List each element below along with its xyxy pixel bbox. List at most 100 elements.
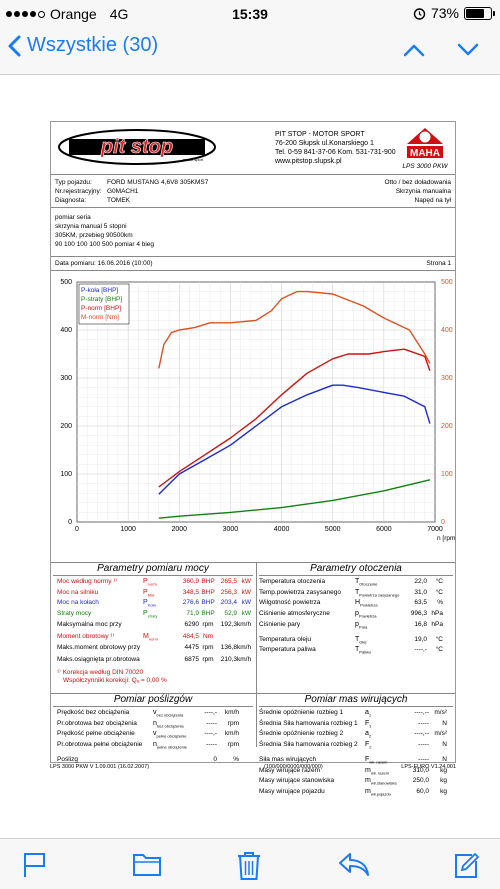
- slip-unit: rpm: [227, 719, 239, 727]
- navigation-bar: Wszystkie (30): [0, 28, 500, 75]
- series-line-2: [158, 348, 431, 488]
- param-unit-1: BHP: [201, 578, 215, 585]
- env-value: 63,5: [414, 599, 427, 607]
- mass-symbol: a2: [365, 730, 372, 739]
- slip-unit: km/h: [224, 730, 239, 738]
- slip-value: 0: [213, 755, 217, 763]
- power-parameters-title: Parametry pomiaru mocy: [97, 563, 209, 574]
- bottom-toolbar: [0, 838, 500, 889]
- slip-symbol: vpełne obciążenie: [153, 730, 187, 739]
- folder-icon[interactable]: [132, 851, 162, 877]
- param-value-2: 52,9: [224, 610, 237, 618]
- mass-value: ----,--: [414, 730, 429, 738]
- right-tick-label: 200: [441, 423, 453, 430]
- env-value: 22,0: [414, 578, 427, 585]
- param-symbol: Mnorm: [143, 633, 158, 642]
- legend-entry: P-straty [BHP]: [81, 296, 122, 303]
- reply-icon[interactable]: [338, 851, 370, 877]
- date-line: Data pomiaru: 16.06.2016 (10:00) Strona …: [51, 258, 455, 270]
- series-line-1: [158, 479, 431, 519]
- company-website: www.pitstop.slupsk.pl: [275, 158, 342, 165]
- param-unit-1: BHP: [201, 588, 215, 596]
- param-value-1: 360,9: [182, 578, 199, 585]
- next-message-button[interactable]: [456, 38, 480, 62]
- rotating-mass-panel: Pomiar mas wirujących Średnie opóźnienie…: [259, 694, 453, 799]
- right-tick-label: 300: [441, 375, 453, 382]
- param-value-2: 192,3: [220, 620, 237, 628]
- slip-row: Poślizg 0%: [53, 756, 253, 764]
- mass-row: Masy wirujące razem mwir. razem 310,0 kg: [259, 767, 453, 778]
- mass-row: Masy wirujące pojazdu mwir.pojazdu 60,0 kg: [259, 788, 453, 799]
- trash-icon[interactable]: [236, 851, 262, 881]
- vehicle-info: Typ pojazdu: FORD MUSTANG 4,6V8 305KMS7 N…: [55, 178, 208, 205]
- slip-row: Prędkość bez obciążenia vbez obciążenia --…: [53, 709, 253, 720]
- param-symbol: Pstraty: [143, 610, 158, 619]
- param-label: Moc na silniku: [57, 588, 99, 596]
- power-parameters-panel: Parametry pomiaru mocy Moc według normy …: [53, 563, 253, 685]
- x-tick-label: 0: [75, 526, 79, 533]
- param-value-1: 348,5: [182, 588, 199, 596]
- param-label: Maksymalna moc przy: [57, 620, 122, 628]
- mass-symbol: mwir. razem: [365, 766, 390, 775]
- mass-value: 250,0: [412, 777, 429, 785]
- vehicle-type-label: Typ pojazdu:: [55, 179, 92, 186]
- right-tick-label: 0: [441, 519, 445, 526]
- mass-label: Średnie opóźnienie rozbieg 1: [259, 709, 344, 716]
- correction-factor-note: Współczynniki korekcji: Qₐ = 0,00 %: [63, 676, 167, 684]
- param-value-1: 6875: [184, 656, 199, 664]
- status-bar: Orange 4G 15:39 73%: [0, 0, 500, 28]
- param-value-2: 265,5: [220, 578, 237, 585]
- desc-line-1: pomiar seria: [55, 214, 91, 221]
- mass-row: Siła mas wirujących Fwir. razem ----- N: [259, 756, 453, 767]
- mass-label: Masy wirujące stanowiska: [259, 777, 335, 785]
- signal-dots-icon: [6, 10, 45, 18]
- env-label: Temperatura otoczenia: [259, 578, 326, 585]
- x-tick-label: 3000: [223, 526, 239, 533]
- env-label: Ciśnienie pary: [259, 620, 301, 628]
- env-unit: °C: [435, 578, 443, 585]
- left-tick-label: 400: [60, 327, 72, 334]
- env-symbol: pPowietrza: [355, 610, 377, 619]
- compose-icon[interactable]: [452, 851, 480, 879]
- mass-row: Średnie opóźnienie rozbieg 1 a1 ----,-- m/s…: [259, 709, 453, 720]
- env-value: 996,3: [410, 610, 427, 618]
- env-symbol: TPowietrza zasysanego: [355, 588, 400, 597]
- slip-label: Pr.obrotowa pełne obciążenie: [57, 741, 143, 749]
- slip-row: Prędkość pełne obciążenie vpełne obciążen…: [53, 730, 253, 741]
- slip-row: Pr.obrotowa pełne obciążenie npełne obcią…: [53, 741, 253, 752]
- mass-symbol: Fwir. razem: [365, 755, 388, 765]
- network-label: 4G: [109, 6, 129, 22]
- slip-symbol: nbez obciążenia: [153, 719, 184, 728]
- measurement-date: Data pomiaru: 16.06.2016 (10:00): [55, 260, 153, 267]
- environment-param-row: Ciśnienie atmosferyczne pPowietrza 996,3 hP…: [259, 610, 453, 621]
- param-symbol: [143, 644, 177, 652]
- slip-label: Pr.obrotowa bez obciążenia: [57, 719, 137, 727]
- mass-unit: m/s²: [434, 730, 447, 738]
- left-tick-label: 100: [60, 471, 72, 478]
- left-tick-label: 500: [60, 279, 72, 286]
- param-value-2: 256,3: [220, 588, 237, 596]
- param-value-1: 276,6: [182, 599, 199, 607]
- back-button[interactable]: Wszystkie (30): [8, 34, 158, 57]
- flag-icon[interactable]: [22, 851, 48, 879]
- mass-unit: N: [442, 755, 447, 763]
- param-symbol: PMot: [143, 588, 155, 597]
- plot-area: [76, 281, 436, 523]
- mass-unit: kg: [440, 787, 447, 795]
- env-value: 31,0: [414, 588, 427, 596]
- company-address: PIT STOP - MOTOR SPORT 76-200 Słupsk ul.…: [275, 130, 396, 166]
- mass-label: Masy wirujące razem: [259, 766, 321, 774]
- environment-parameters-title: Parametry otoczenia: [310, 563, 402, 574]
- x-axis-label: n [rpm]: [437, 535, 455, 542]
- param-label: Straty mocy: [57, 610, 92, 618]
- mass-label: Siła mas wirujących: [259, 755, 317, 763]
- previous-message-button[interactable]: [402, 38, 426, 62]
- env-symbol: TOlej: [355, 635, 367, 644]
- left-tick-label: 200: [60, 423, 72, 430]
- slip-label: Prędkość bez obciążenia: [57, 709, 130, 716]
- chevron-left-icon: [8, 35, 21, 56]
- rotating-mass-title: Pomiar mas wirujących: [304, 694, 408, 705]
- registration-value: G0MACH1: [107, 188, 139, 195]
- diagnostician-value: TOMEK: [107, 197, 130, 204]
- environment-param-row: Temp.powietrza zasysanego TPowietrza zasy…: [259, 589, 453, 600]
